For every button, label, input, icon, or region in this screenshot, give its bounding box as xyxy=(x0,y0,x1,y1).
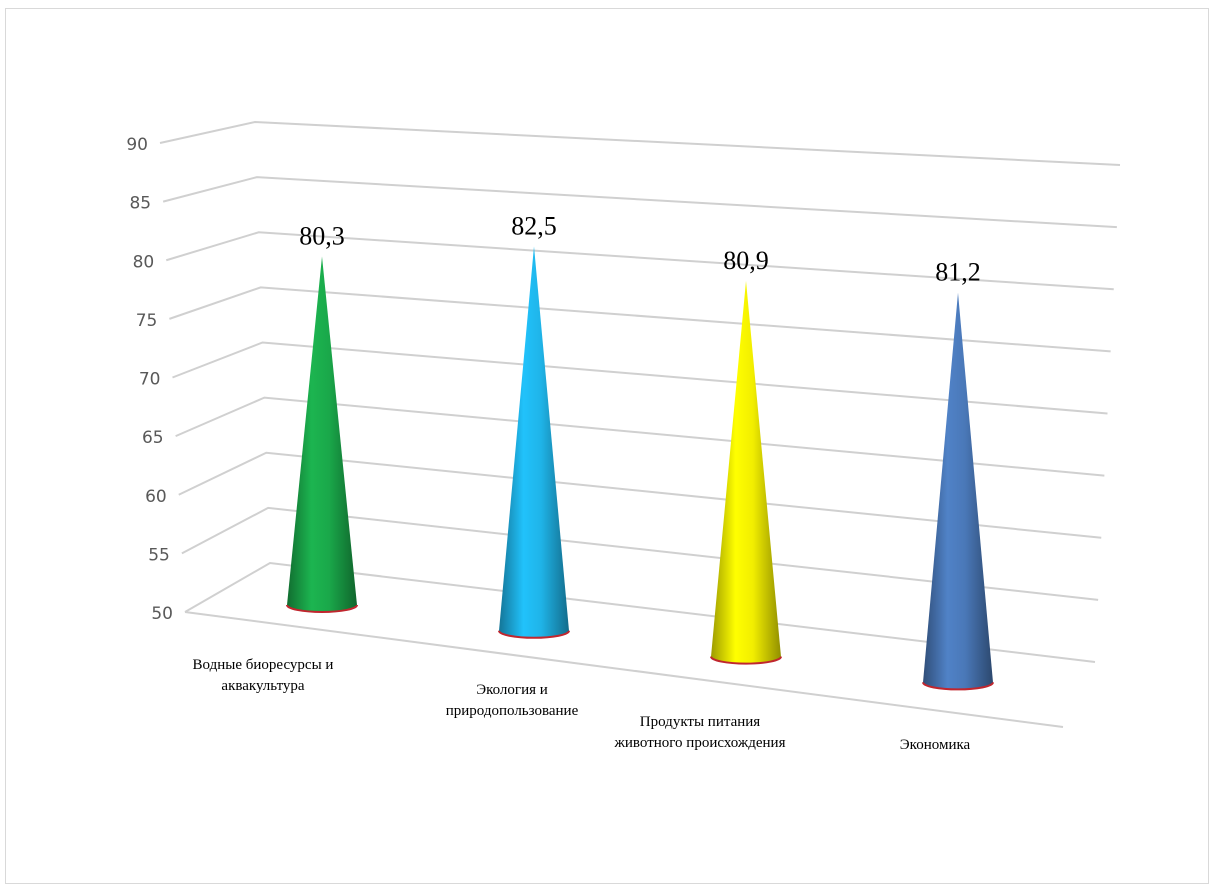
value-label: 80,3 xyxy=(299,222,345,251)
grid-line xyxy=(175,396,1105,477)
cone-base-rim xyxy=(922,682,994,691)
chart-border xyxy=(5,8,1209,884)
y-tick-label: 90 xyxy=(126,135,148,155)
x-tick-label: Экология и природопользование xyxy=(445,682,579,719)
cone-base-rim xyxy=(710,656,782,665)
x-tick-label: Экономика xyxy=(899,737,971,753)
cone-base-rim xyxy=(498,630,570,639)
y-tick-label: 65 xyxy=(142,428,164,448)
cone xyxy=(923,292,993,690)
grid-line xyxy=(169,286,1111,353)
y-tick-label: 75 xyxy=(136,311,158,331)
y-tick-label: 55 xyxy=(148,545,170,565)
grid-line xyxy=(159,120,1121,166)
grid-line xyxy=(172,341,1108,415)
x-tick-label: Продукты питания животного происхождения xyxy=(614,714,786,751)
y-tick-label: 60 xyxy=(145,487,167,507)
grid-line xyxy=(162,176,1117,229)
value-label: 82,5 xyxy=(511,211,557,240)
value-label: 81,2 xyxy=(935,258,981,287)
grid-line xyxy=(165,231,1114,291)
cone-base-rim xyxy=(286,604,358,613)
y-tick-label: 80 xyxy=(133,252,155,272)
value-label: 80,9 xyxy=(723,246,769,275)
y-tick-label: 85 xyxy=(129,194,151,214)
y-tick-label: 70 xyxy=(139,370,161,390)
cone xyxy=(287,256,357,612)
cone xyxy=(499,246,569,638)
y-tick-label: 50 xyxy=(151,604,173,624)
grid-line xyxy=(181,506,1099,601)
x-tick-label: Водные биоресурсы и аквакультура xyxy=(192,657,334,694)
floor-edge xyxy=(184,611,1064,728)
grid-line xyxy=(184,561,1096,663)
cone xyxy=(711,280,781,664)
grid-line xyxy=(178,451,1102,539)
